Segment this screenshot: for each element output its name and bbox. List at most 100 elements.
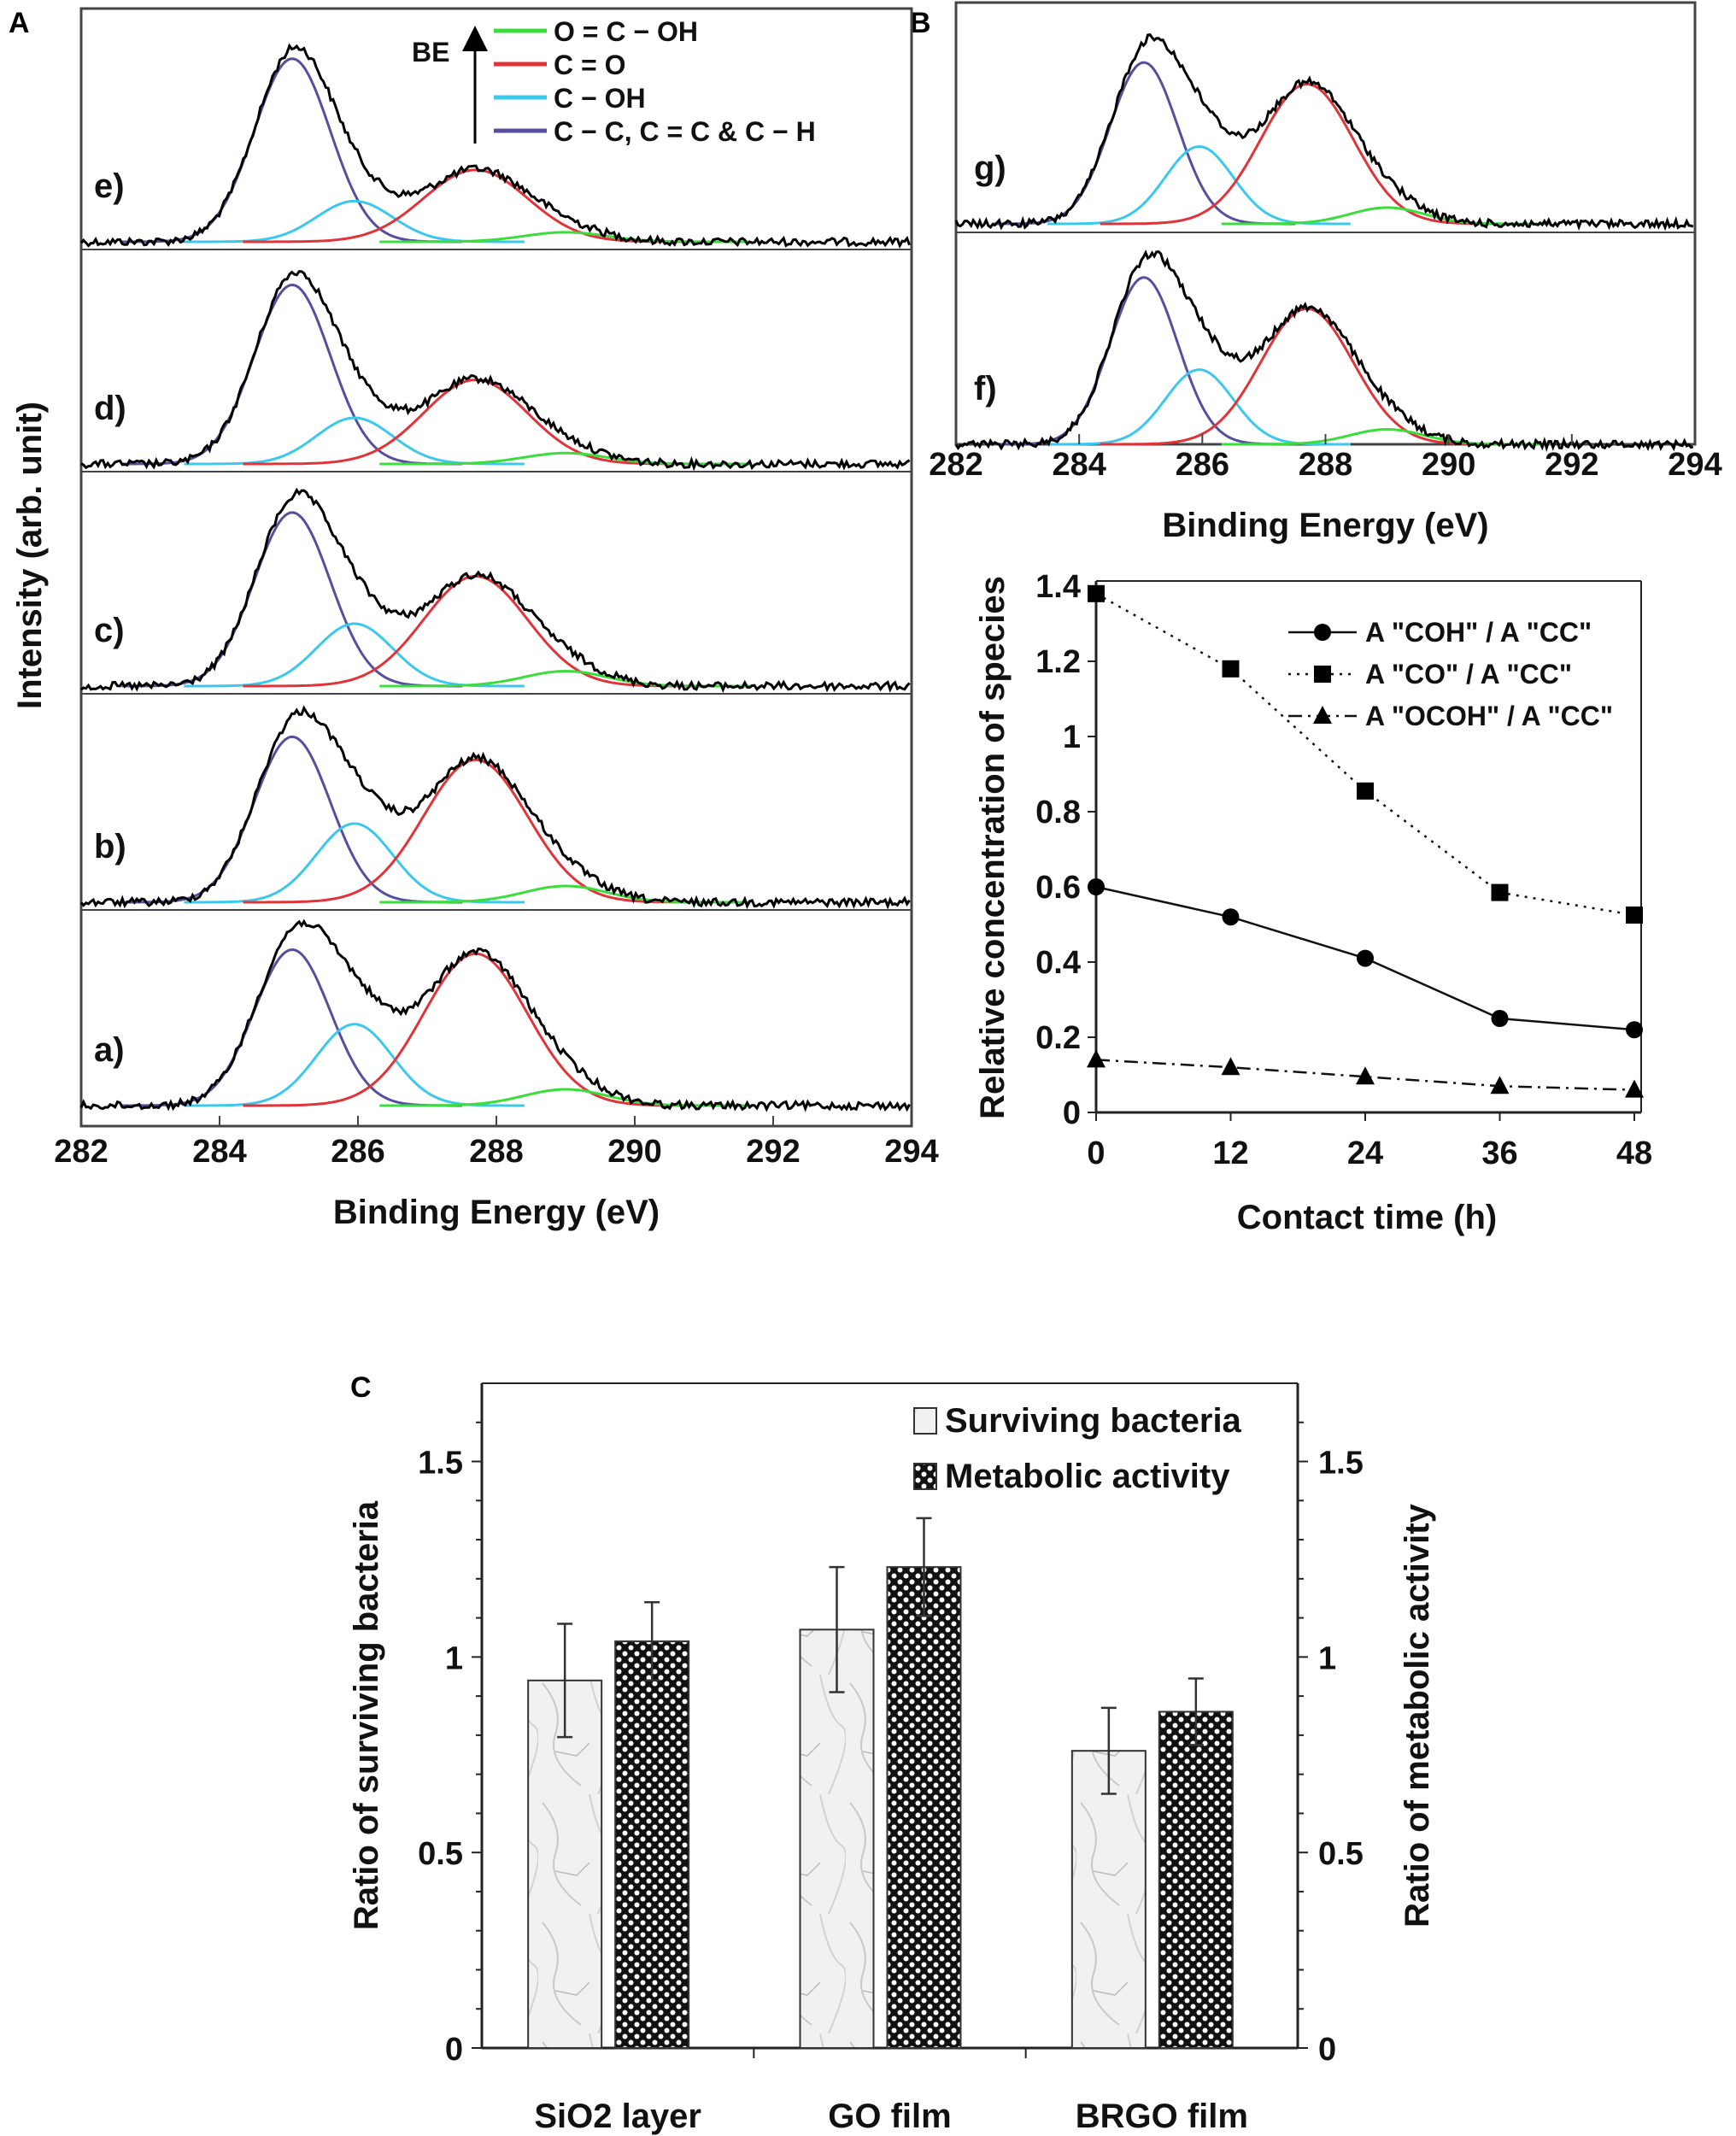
x-axis-title: Binding Energy (eV) xyxy=(1162,507,1488,544)
legend-label: A "OCOH" / A "CC" xyxy=(1365,701,1613,731)
y-tick-label: 1 xyxy=(445,1640,463,1676)
x-tick-label: 286 xyxy=(331,1134,384,1170)
panel-label-b: B xyxy=(910,7,931,39)
series-line xyxy=(1095,1059,1635,1091)
circle-marker xyxy=(1626,1021,1643,1039)
y-tick-label: 0.6 xyxy=(1035,870,1081,906)
circle-marker xyxy=(1088,878,1105,895)
legend-label: A "CO" / A "CC" xyxy=(1365,659,1572,690)
x-tick-label: 288 xyxy=(469,1134,523,1170)
legend-label: O = C − OH xyxy=(554,16,698,47)
concentration-chart: 0 0.2 0.4 0.6 0.8 1 1.2 1.4 0 12 24 36 48 Contact tim… xyxy=(974,569,1652,1236)
legend-label: C = O xyxy=(554,50,625,80)
legend-label: Surviving bacteria xyxy=(945,1402,1242,1440)
legend-label: A "COH" / A "CC" xyxy=(1365,617,1592,648)
y-tick-label: 1.5 xyxy=(418,1446,463,1482)
x-tick-label: 292 xyxy=(1545,447,1598,483)
coh-fit-curve xyxy=(1047,368,1351,446)
y2-tick-label: 0.5 xyxy=(1318,1836,1364,1872)
panel-label-c: C xyxy=(350,1371,372,1404)
surviving-bacteria-bar xyxy=(799,1628,875,2049)
triangle-marker xyxy=(1313,706,1332,724)
triangle-marker xyxy=(1087,1049,1106,1068)
measured-envelope xyxy=(79,43,912,249)
measured-envelope xyxy=(954,249,1694,453)
legend-swatch xyxy=(913,1463,937,1490)
measured-envelope xyxy=(80,270,911,472)
x-tick-label: 36 xyxy=(1481,1135,1517,1171)
panel-label-a: A xyxy=(9,7,30,39)
legend: BE O = C − OHC = OC − OHC − C, C = C & C … xyxy=(412,16,816,147)
spectrum-b: b) xyxy=(79,705,911,910)
y-tick-label: 1.4 xyxy=(1035,569,1081,605)
y-tick-label: 0.5 xyxy=(418,1836,463,1872)
square-marker xyxy=(1088,584,1105,602)
spectrum-label: d) xyxy=(94,390,126,427)
triangle-marker xyxy=(1221,1057,1240,1076)
series-triangle: A "OCOH" / A "CC" xyxy=(1087,701,1644,1098)
measured-envelope xyxy=(79,918,911,1112)
spectrum-label: a) xyxy=(94,1031,125,1069)
circle-marker xyxy=(1314,624,1331,641)
series-circle: A "COH" / A "CC" xyxy=(1088,617,1643,1039)
triangle-marker xyxy=(1490,1076,1510,1094)
x-tick-label: 294 xyxy=(884,1134,938,1170)
coh-fit-curve xyxy=(184,416,525,466)
category-label: BRGO film xyxy=(1076,2098,1248,2135)
x-tick-label: 282 xyxy=(54,1134,108,1170)
measured-envelope xyxy=(79,705,911,910)
ocoh-fit-curve xyxy=(379,451,751,466)
x-tick-label: 294 xyxy=(1668,447,1721,483)
x-tick-label: 0 xyxy=(1087,1135,1105,1171)
y-tick-label: 1.2 xyxy=(1035,644,1081,680)
cc-fit-curve xyxy=(121,57,462,244)
spectrum-d: d) xyxy=(80,270,911,472)
category-label: GO film xyxy=(828,2098,951,2135)
coh-fit-curve xyxy=(184,199,525,244)
metabolic-activity-bar xyxy=(1158,1711,1234,2050)
y-tick-label: 0.8 xyxy=(1035,795,1081,830)
bacteria-bar-chart: 0 0 0.5 0.5 1 1 1.5 1.5 Ratio of surviving bacte… xyxy=(348,1382,1436,2135)
cc-fit-curve xyxy=(121,948,462,1107)
x-tick-label: 292 xyxy=(746,1134,800,1170)
x-tick-label: 290 xyxy=(1422,447,1475,483)
circle-marker xyxy=(1222,908,1240,926)
spectrum-label: c) xyxy=(94,612,125,649)
co-fit-curve xyxy=(243,168,706,244)
spectrum-c: c) xyxy=(80,487,911,694)
co-fit-curve xyxy=(243,378,706,466)
y2-tick-label: 1 xyxy=(1318,1640,1336,1676)
xps-panel-a: e) d) c) b) a) 282 284 286 288 290 292 294 Binding E… xyxy=(11,7,939,1231)
spectrum-a: a) xyxy=(79,918,911,1112)
series-line xyxy=(1095,592,1635,917)
spectrum-label: g) xyxy=(974,150,1006,187)
cc-fit-curve xyxy=(121,511,462,688)
y2-tick-label: 1.5 xyxy=(1318,1446,1364,1482)
x-tick-label: 284 xyxy=(192,1134,246,1170)
square-marker xyxy=(1222,660,1240,678)
square-marker xyxy=(1491,883,1509,901)
surviving-bacteria-bar xyxy=(1070,1750,1147,2049)
coh-fit-curve xyxy=(1047,145,1351,226)
category-label: SiO2 layer xyxy=(534,2098,701,2135)
coh-fit-curve xyxy=(184,822,525,904)
y-tick-label: 0.2 xyxy=(1035,1020,1081,1056)
series-square: A "CO" / A "CC" xyxy=(1088,584,1643,924)
co-fit-curve xyxy=(1100,307,1512,446)
x-tick-label: 288 xyxy=(1299,447,1352,483)
spectrum-f: f) xyxy=(954,249,1694,453)
square-marker xyxy=(1626,907,1643,924)
square-marker xyxy=(1314,666,1331,683)
legend-label: C − C, C = C & C − H xyxy=(554,116,816,147)
coh-fit-curve xyxy=(184,622,525,688)
metabolic-activity-bar xyxy=(886,1566,962,2049)
triangle-marker xyxy=(1625,1079,1644,1098)
x-tick-label: 290 xyxy=(607,1134,661,1170)
x-tick-label: 48 xyxy=(1616,1135,1652,1171)
spectrum-e: e) xyxy=(79,43,912,249)
triangle-marker xyxy=(1356,1066,1375,1085)
x-tick-label: 284 xyxy=(1052,447,1106,483)
measured-envelope xyxy=(954,32,1694,232)
cc-fit-curve xyxy=(121,283,462,466)
